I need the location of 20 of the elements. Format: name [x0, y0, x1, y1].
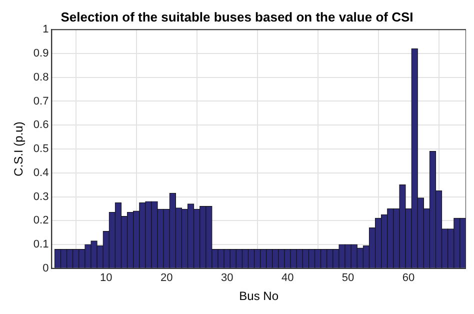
x-tick-label: 60 [402, 272, 415, 284]
x-axis-title: Bus No [239, 289, 279, 304]
x-tick-label: 40 [281, 272, 294, 284]
y-tick-label: 0.6 [33, 119, 49, 132]
y-tick-label: 0 [42, 262, 49, 274]
y-tick-label: 1 [42, 24, 49, 36]
y-tick-label: 0.8 [33, 71, 49, 84]
y-tick-label: 0.9 [33, 48, 49, 60]
chart-title: Selection of the suitable buses based on the value of CSI [60, 9, 414, 24]
y-tick-label: 0.2 [33, 214, 49, 227]
x-tick-label: 30 [220, 272, 234, 284]
x-tick-label: 50 [342, 272, 354, 284]
x-tick-label: 20 [160, 272, 173, 284]
y-axis-title: C.S.I (p.u) [12, 122, 26, 176]
x-tick-label: 10 [100, 272, 112, 284]
y-tick-label: 0.4 [33, 166, 49, 179]
y-tick-label: 0.5 [33, 143, 49, 156]
y-tick-label: 0.1 [33, 238, 49, 251]
y-tick-label: 0.3 [33, 190, 49, 203]
y-tick-label: 0.7 [33, 95, 49, 108]
